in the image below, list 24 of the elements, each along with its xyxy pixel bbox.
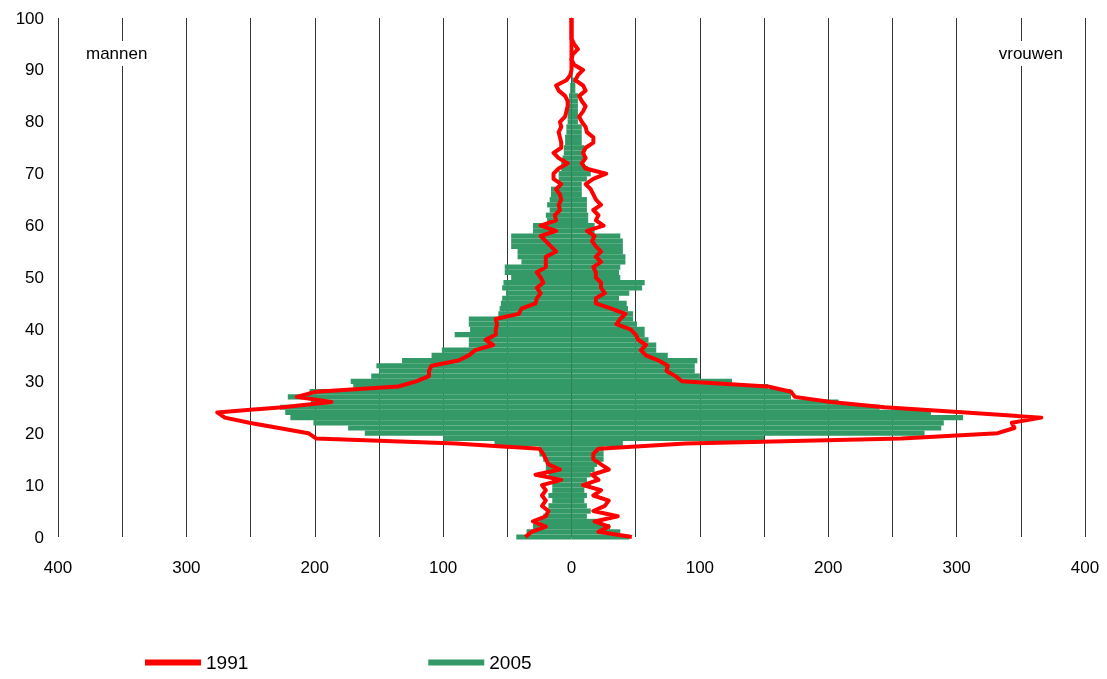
annotation: mannen <box>86 44 148 63</box>
x-tick-label: 100 <box>428 558 458 577</box>
x-tick-label: 300 <box>172 558 201 577</box>
legend-label: 2005 <box>489 652 532 673</box>
annotation: vrouwen <box>998 44 1064 63</box>
x-tick-label: 200 <box>300 558 329 577</box>
y-tick-label: 70 <box>25 164 44 184</box>
x-tick-label: 100 <box>685 558 715 577</box>
legend-label: 1991 <box>206 652 249 673</box>
y-tick-label: 0 <box>34 527 44 547</box>
y-tick-label: 10 <box>25 475 44 495</box>
x-tick-label: 400 <box>43 558 73 577</box>
x-tick-label: 300 <box>942 558 971 577</box>
y-tick-label: 60 <box>25 216 44 236</box>
y-tick-label: 50 <box>25 268 44 287</box>
x-tick-label: 200 <box>814 558 843 577</box>
x-tick-label: 400 <box>1070 558 1100 577</box>
y-tick-label: 80 <box>25 112 44 132</box>
x-tick-label: 0 <box>566 558 577 577</box>
y-tick-label: 100 <box>15 8 44 28</box>
y-tick-label: 20 <box>25 423 44 443</box>
y-tick-label: 40 <box>25 319 44 339</box>
y-tick-label: 90 <box>25 60 44 80</box>
y-tick-label: 30 <box>25 371 44 391</box>
